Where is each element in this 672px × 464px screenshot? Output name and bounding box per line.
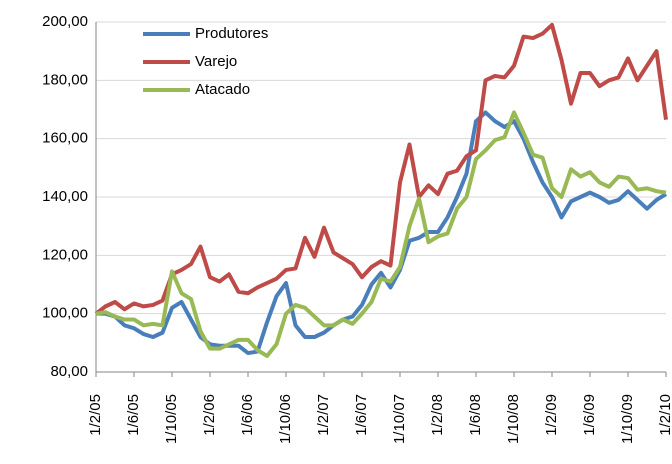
x-tick-label: 1/2/06 bbox=[201, 394, 218, 436]
x-tick-label: 1/6/09 bbox=[581, 394, 598, 436]
x-tick-label: 1/10/09 bbox=[619, 394, 636, 444]
x-tick-label: 1/10/07 bbox=[391, 394, 408, 444]
y-tick-label: 200,00 bbox=[42, 13, 88, 30]
y-tick-label: 120,00 bbox=[42, 246, 88, 263]
x-tick-label: 1/10/05 bbox=[163, 394, 180, 444]
y-tick-label: 100,00 bbox=[42, 305, 88, 322]
series-line bbox=[96, 110, 668, 356]
x-tick-label: 1/2/05 bbox=[87, 394, 104, 436]
x-tick-label: 1/6/07 bbox=[353, 394, 370, 436]
y-tick-label: 160,00 bbox=[42, 130, 88, 147]
x-tick-label: 1/6/06 bbox=[239, 394, 256, 436]
x-tick-label: 1/2/09 bbox=[543, 394, 560, 436]
x-tick-label: 1/6/08 bbox=[467, 394, 484, 436]
series-line bbox=[94, 22, 668, 316]
y-tick-label: 180,00 bbox=[42, 71, 88, 88]
x-tick-label: 1/10/08 bbox=[505, 394, 522, 444]
legend-label: Varejo bbox=[195, 53, 237, 70]
x-tick-label: 1/2/08 bbox=[429, 394, 446, 436]
y-tick-label: 140,00 bbox=[42, 188, 88, 205]
series-line bbox=[95, 110, 667, 358]
legend-label: Produtores bbox=[195, 25, 268, 42]
x-tick-label: 1/2/10 bbox=[657, 394, 672, 436]
x-tick-label: 1/10/06 bbox=[277, 394, 294, 444]
y-tick-label: 80,00 bbox=[50, 363, 88, 380]
x-tick-label: 1/6/05 bbox=[125, 394, 142, 436]
x-tick-label: 1/2/07 bbox=[315, 394, 332, 436]
legend-label: Atacado bbox=[195, 81, 250, 98]
